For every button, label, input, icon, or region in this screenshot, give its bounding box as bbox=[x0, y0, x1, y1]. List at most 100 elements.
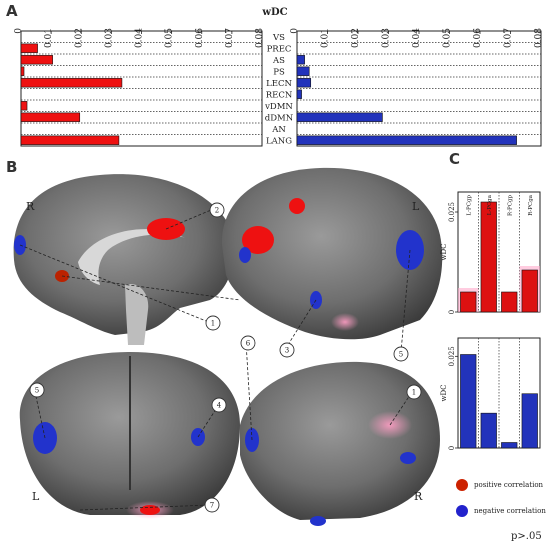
bar-lecn bbox=[296, 78, 312, 88]
x-tick-label: 0.07 bbox=[504, 28, 514, 48]
activation-red-3 bbox=[242, 226, 274, 254]
x-tick-label: 0.03 bbox=[104, 28, 114, 48]
brain-lateral-view bbox=[221, 167, 443, 340]
x-tick-label: 0.01 bbox=[44, 28, 54, 48]
bar-r-pcgp bbox=[501, 291, 518, 313]
panel-letter-c: C bbox=[449, 150, 460, 168]
callout-circle bbox=[211, 397, 227, 413]
callout-number: 3 bbox=[285, 347, 289, 355]
bar-vdmn bbox=[20, 101, 28, 111]
category-label-recn: RECN bbox=[266, 90, 293, 100]
bar-as bbox=[20, 55, 53, 65]
category-label-ddmn: dDMN bbox=[265, 113, 294, 123]
category-label-vdmn: vDMN bbox=[264, 102, 293, 112]
bar-lang bbox=[296, 135, 517, 145]
category-label-ps: PS bbox=[273, 67, 285, 77]
y-tick-label: 0 bbox=[448, 310, 456, 314]
bar-lecn bbox=[20, 78, 123, 88]
x-tick-label: 0.01 bbox=[321, 28, 331, 48]
bar-recn bbox=[296, 89, 302, 99]
legend-positive-label: positive correlation bbox=[474, 481, 544, 489]
callout-circle bbox=[205, 315, 221, 331]
category-label-vs: VS bbox=[272, 33, 285, 43]
x-tick-label: 0 bbox=[14, 28, 24, 34]
callout-number: 7 bbox=[210, 502, 214, 510]
y-tick-label: 0 bbox=[448, 446, 456, 450]
callout-6: 6 bbox=[240, 335, 256, 351]
callout-circle bbox=[29, 382, 45, 398]
panel-a-left-chart: 0 0.01 0.02 0.03 0.04 0.05 0.06 0.07 0.08 bbox=[14, 28, 265, 147]
label-l-top: L bbox=[412, 200, 420, 213]
bar-l-pcga bbox=[480, 412, 497, 449]
bar-l-pcgp bbox=[460, 354, 477, 449]
callout-circle bbox=[406, 384, 422, 400]
category-label-lecn: LECN bbox=[266, 79, 292, 89]
callout-circle bbox=[240, 335, 256, 351]
callout-1-secondary: 1 bbox=[406, 384, 422, 400]
bar-as bbox=[296, 55, 305, 65]
bar-r-pcga bbox=[521, 269, 538, 313]
brain-lateral-shape bbox=[221, 167, 443, 340]
label-r-top: R bbox=[26, 200, 35, 213]
category-label-l-pcga: L-PCga bbox=[487, 194, 493, 215]
legend-negative-marker bbox=[456, 505, 468, 517]
callout-lines bbox=[19, 209, 413, 511]
x-tick-label: 0 bbox=[290, 28, 300, 34]
activation-red-4 bbox=[289, 198, 305, 214]
activation-halo-1 bbox=[331, 313, 359, 331]
x-tick-label: 0.04 bbox=[412, 28, 422, 48]
y-tick-label: 0.025 bbox=[448, 346, 456, 366]
activation-red-5 bbox=[140, 505, 160, 515]
callout-5-secondary: 5 bbox=[393, 346, 409, 362]
callout-4: 4 bbox=[211, 397, 227, 413]
y-axis-label: wDC bbox=[440, 244, 448, 261]
panel-c-bar-charts: 0 0.025 wDC L-PCgp L-PCga R-PCgp R-PCga 0 0.025… bbox=[440, 191, 546, 542]
category-label-r-pcgp: R-PCgp bbox=[507, 195, 513, 216]
panel-b-brain-renders: R L L R 1 2 3 4 5 6 7 5 1 bbox=[13, 167, 443, 526]
legend-positive-marker bbox=[456, 479, 468, 491]
callout-1: 1 bbox=[205, 315, 221, 331]
label-r-bottom: R bbox=[414, 490, 423, 503]
x-tick-label: 0.08 bbox=[534, 28, 544, 48]
callout-number: 1 bbox=[211, 320, 215, 328]
category-label-l-pcgp: L-PCgp bbox=[466, 195, 472, 216]
brainstem bbox=[125, 284, 149, 345]
x-tick-label: 0.05 bbox=[165, 28, 175, 48]
bar-ddmn bbox=[296, 112, 383, 122]
category-label-as: AS bbox=[272, 56, 285, 66]
panel-c-bottom-chart: 0 0.025 wDC bbox=[440, 337, 541, 450]
callout-circle bbox=[279, 342, 295, 358]
bar-prec bbox=[20, 43, 38, 53]
activation-blue-9 bbox=[310, 516, 326, 526]
callout-5: 5 bbox=[29, 382, 45, 398]
brain-posterior-view bbox=[19, 352, 241, 519]
y-tick-label: 0.025 bbox=[448, 202, 456, 222]
bar-ps bbox=[296, 66, 310, 76]
bar-l-pcgp bbox=[460, 291, 477, 313]
activation-blue-3 bbox=[239, 247, 251, 263]
label-l-bottom: L bbox=[32, 490, 40, 503]
callout-number: 4 bbox=[217, 402, 222, 410]
panel-letter-a: A bbox=[6, 2, 18, 20]
panel-c-top-chart: 0 0.025 wDC L-PCgp L-PCga R-PCgp R-PCga bbox=[440, 191, 541, 314]
callout-number: 5 bbox=[399, 351, 403, 359]
bar-r-pcga bbox=[521, 393, 538, 449]
bar-ddmn bbox=[20, 112, 81, 122]
callout-circle bbox=[209, 202, 225, 218]
brain-sagittal-shape bbox=[13, 174, 235, 335]
panel-a-right-chart: 0 0.01 0.02 0.03 0.04 0.05 0.06 0.07 0.08 bbox=[290, 28, 544, 147]
callout-2: 2 bbox=[209, 202, 225, 218]
callout-number: 6 bbox=[246, 340, 251, 348]
callout-markers: 1 2 3 4 5 6 7 5 1 bbox=[29, 202, 422, 513]
x-tick-label: 0.04 bbox=[135, 28, 145, 48]
x-tick-label: 0.02 bbox=[74, 28, 84, 48]
x-tick-label: 0.02 bbox=[351, 28, 361, 48]
callout-number: 1 bbox=[412, 389, 416, 397]
bar-ps bbox=[20, 66, 25, 76]
bar-r-pcgp bbox=[501, 442, 518, 449]
corpus-callosum bbox=[78, 229, 185, 285]
activation-blue-7 bbox=[400, 452, 416, 464]
callout-number: 2 bbox=[215, 207, 219, 215]
